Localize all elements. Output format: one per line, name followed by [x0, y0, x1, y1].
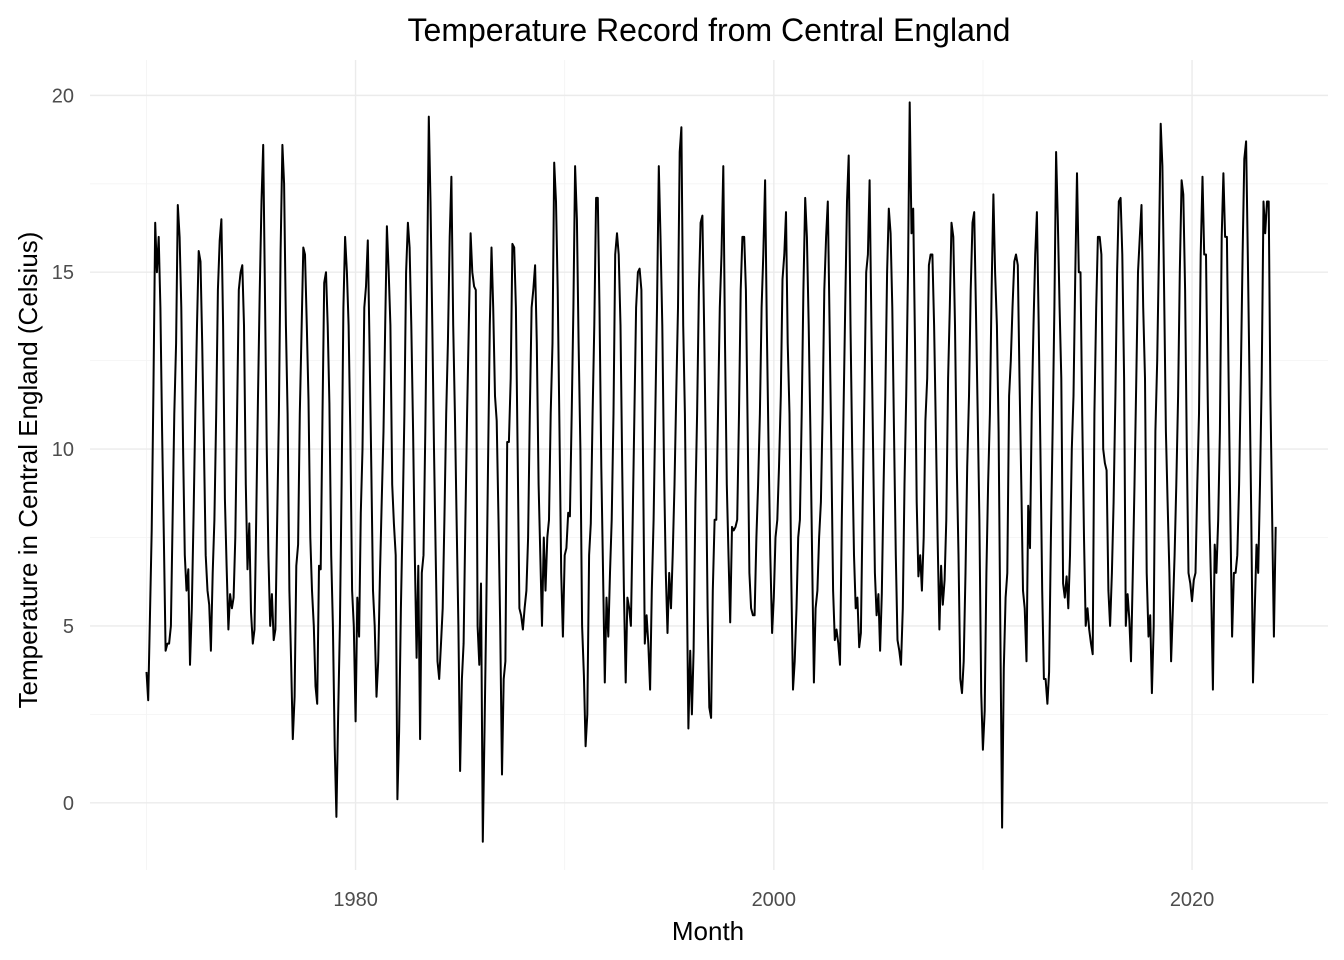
temperature-series-line [145, 101, 1277, 843]
x-axis-ticks: 1980 2000 2020 [333, 889, 1214, 911]
y-tick-label: 15 [52, 262, 74, 284]
y-tick-label: 5 [63, 616, 74, 638]
x-tick-label: 1980 [333, 889, 378, 911]
y-axis-ticks: 0 5 10 15 20 [52, 85, 74, 814]
gridlines [90, 60, 1328, 870]
x-tick-label: 2020 [1170, 889, 1215, 911]
series-layer [145, 101, 1277, 843]
chart-title: Temperature Record from Central England [408, 12, 1011, 48]
y-tick-label: 10 [52, 439, 74, 461]
y-axis-title: Temperature in Central England (Celsius) [13, 232, 43, 709]
x-axis-title: Month [672, 916, 744, 946]
y-tick-label: 0 [63, 793, 74, 815]
y-tick-label: 20 [52, 85, 74, 107]
x-tick-label: 2000 [752, 889, 797, 911]
